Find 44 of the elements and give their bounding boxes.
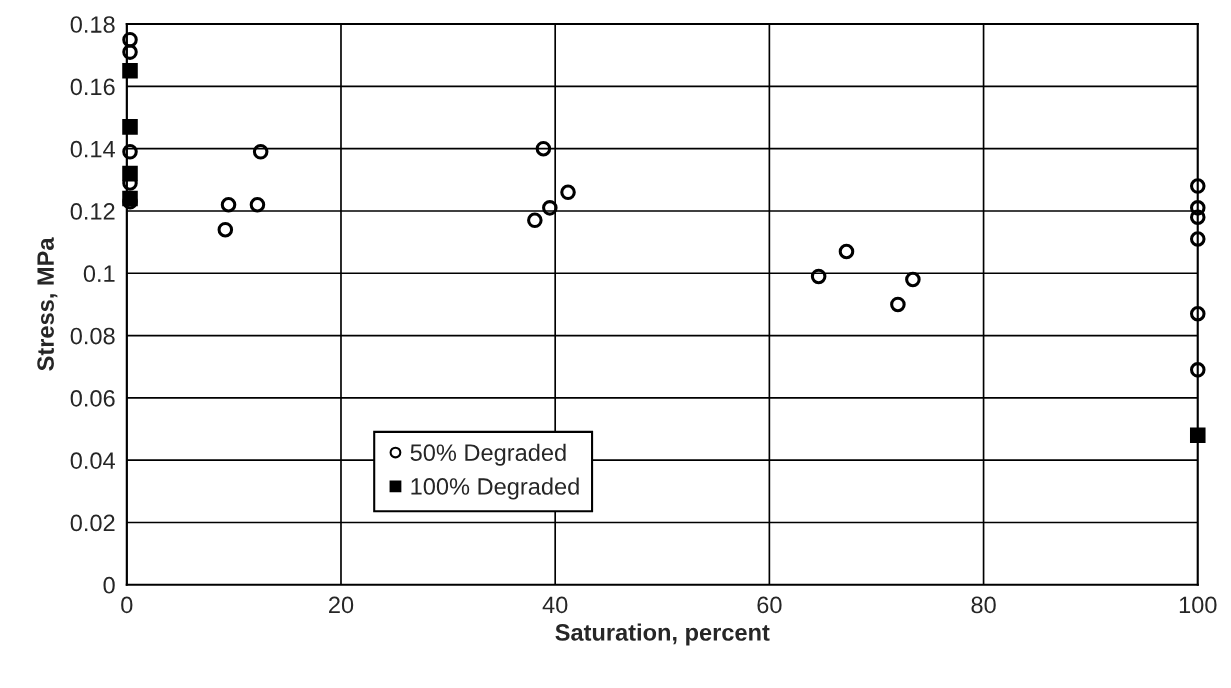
point	[838, 243, 855, 260]
point	[905, 271, 921, 288]
y-tick-label: 0.16	[70, 78, 115, 96]
y-tick-label: 0.08	[70, 327, 115, 345]
point	[217, 221, 234, 238]
x-axis-title: Saturation, percent	[555, 623, 770, 646]
point	[1189, 427, 1206, 444]
point	[220, 196, 237, 213]
x-tick-label: 40	[542, 596, 568, 614]
x-tick-label: 20	[329, 596, 354, 614]
point	[810, 268, 827, 285]
point	[535, 140, 552, 157]
y-tick-label: 0.12	[70, 203, 115, 220]
y-tick-label: 0.02	[70, 514, 115, 532]
point	[1189, 200, 1206, 216]
point	[527, 212, 543, 229]
y-tick-label: 0	[103, 576, 115, 594]
point	[1189, 178, 1206, 194]
point	[890, 296, 906, 313]
y-tick-label: 0.18	[70, 16, 115, 33]
x-tick-label: 0	[121, 596, 133, 614]
point	[122, 144, 138, 160]
point	[252, 144, 269, 160]
legend-label: 50% Degraded	[410, 443, 566, 466]
point	[122, 44, 138, 60]
point	[542, 200, 558, 216]
legend-label: 100% Degraded	[411, 477, 579, 500]
y-tick-label: 0.1	[83, 265, 115, 283]
x-tick-label: 80	[971, 596, 996, 614]
y-tick-label: 0.06	[70, 389, 115, 407]
point	[1189, 306, 1206, 322]
point	[560, 184, 576, 201]
x-tick-label: 100	[1179, 596, 1217, 614]
point	[1189, 362, 1206, 378]
point	[249, 196, 266, 213]
y-tick-label: 0.04	[70, 452, 115, 469]
point	[1189, 231, 1206, 247]
point	[1189, 209, 1206, 225]
x-tick-label: 60	[757, 596, 782, 614]
point	[122, 63, 138, 79]
y-axis-title: Stress, MPa	[37, 237, 58, 371]
y-tick-label: 0.14	[70, 140, 115, 158]
point	[122, 31, 138, 48]
point	[122, 119, 138, 135]
